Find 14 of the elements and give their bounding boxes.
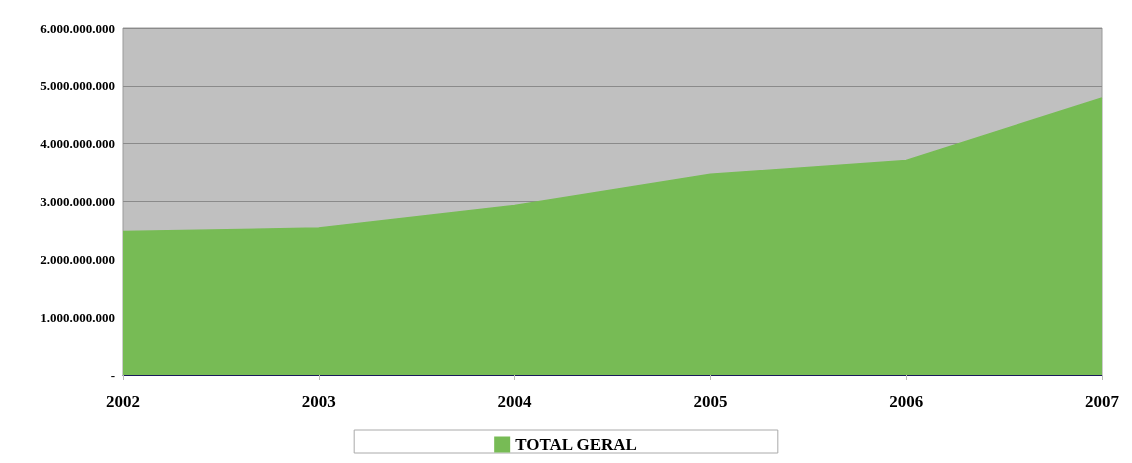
y-tick-label: - [110, 367, 115, 383]
x-tick-label: 2004 [497, 392, 533, 411]
y-tick-label: 5.000.000.000 [40, 78, 115, 94]
x-tick-label: 2003 [301, 392, 336, 411]
y-tick-label: 4.000.000.000 [40, 136, 115, 152]
legend-label: TOTAL GERAL [515, 435, 637, 454]
x-tick-label: 2007 [1085, 392, 1120, 411]
y-tick-label: 6.000.000.000 [40, 20, 115, 36]
x-tick-label: 2002 [106, 392, 140, 411]
y-tick-label: 2.000.000.000 [40, 251, 115, 267]
y-tick-label: 3.000.000.000 [40, 194, 115, 209]
x-tick-label: 2005 [693, 392, 728, 411]
x-tick-label: 2006 [889, 392, 924, 411]
y-tick-label: 1.000.000.000 [40, 309, 115, 325]
